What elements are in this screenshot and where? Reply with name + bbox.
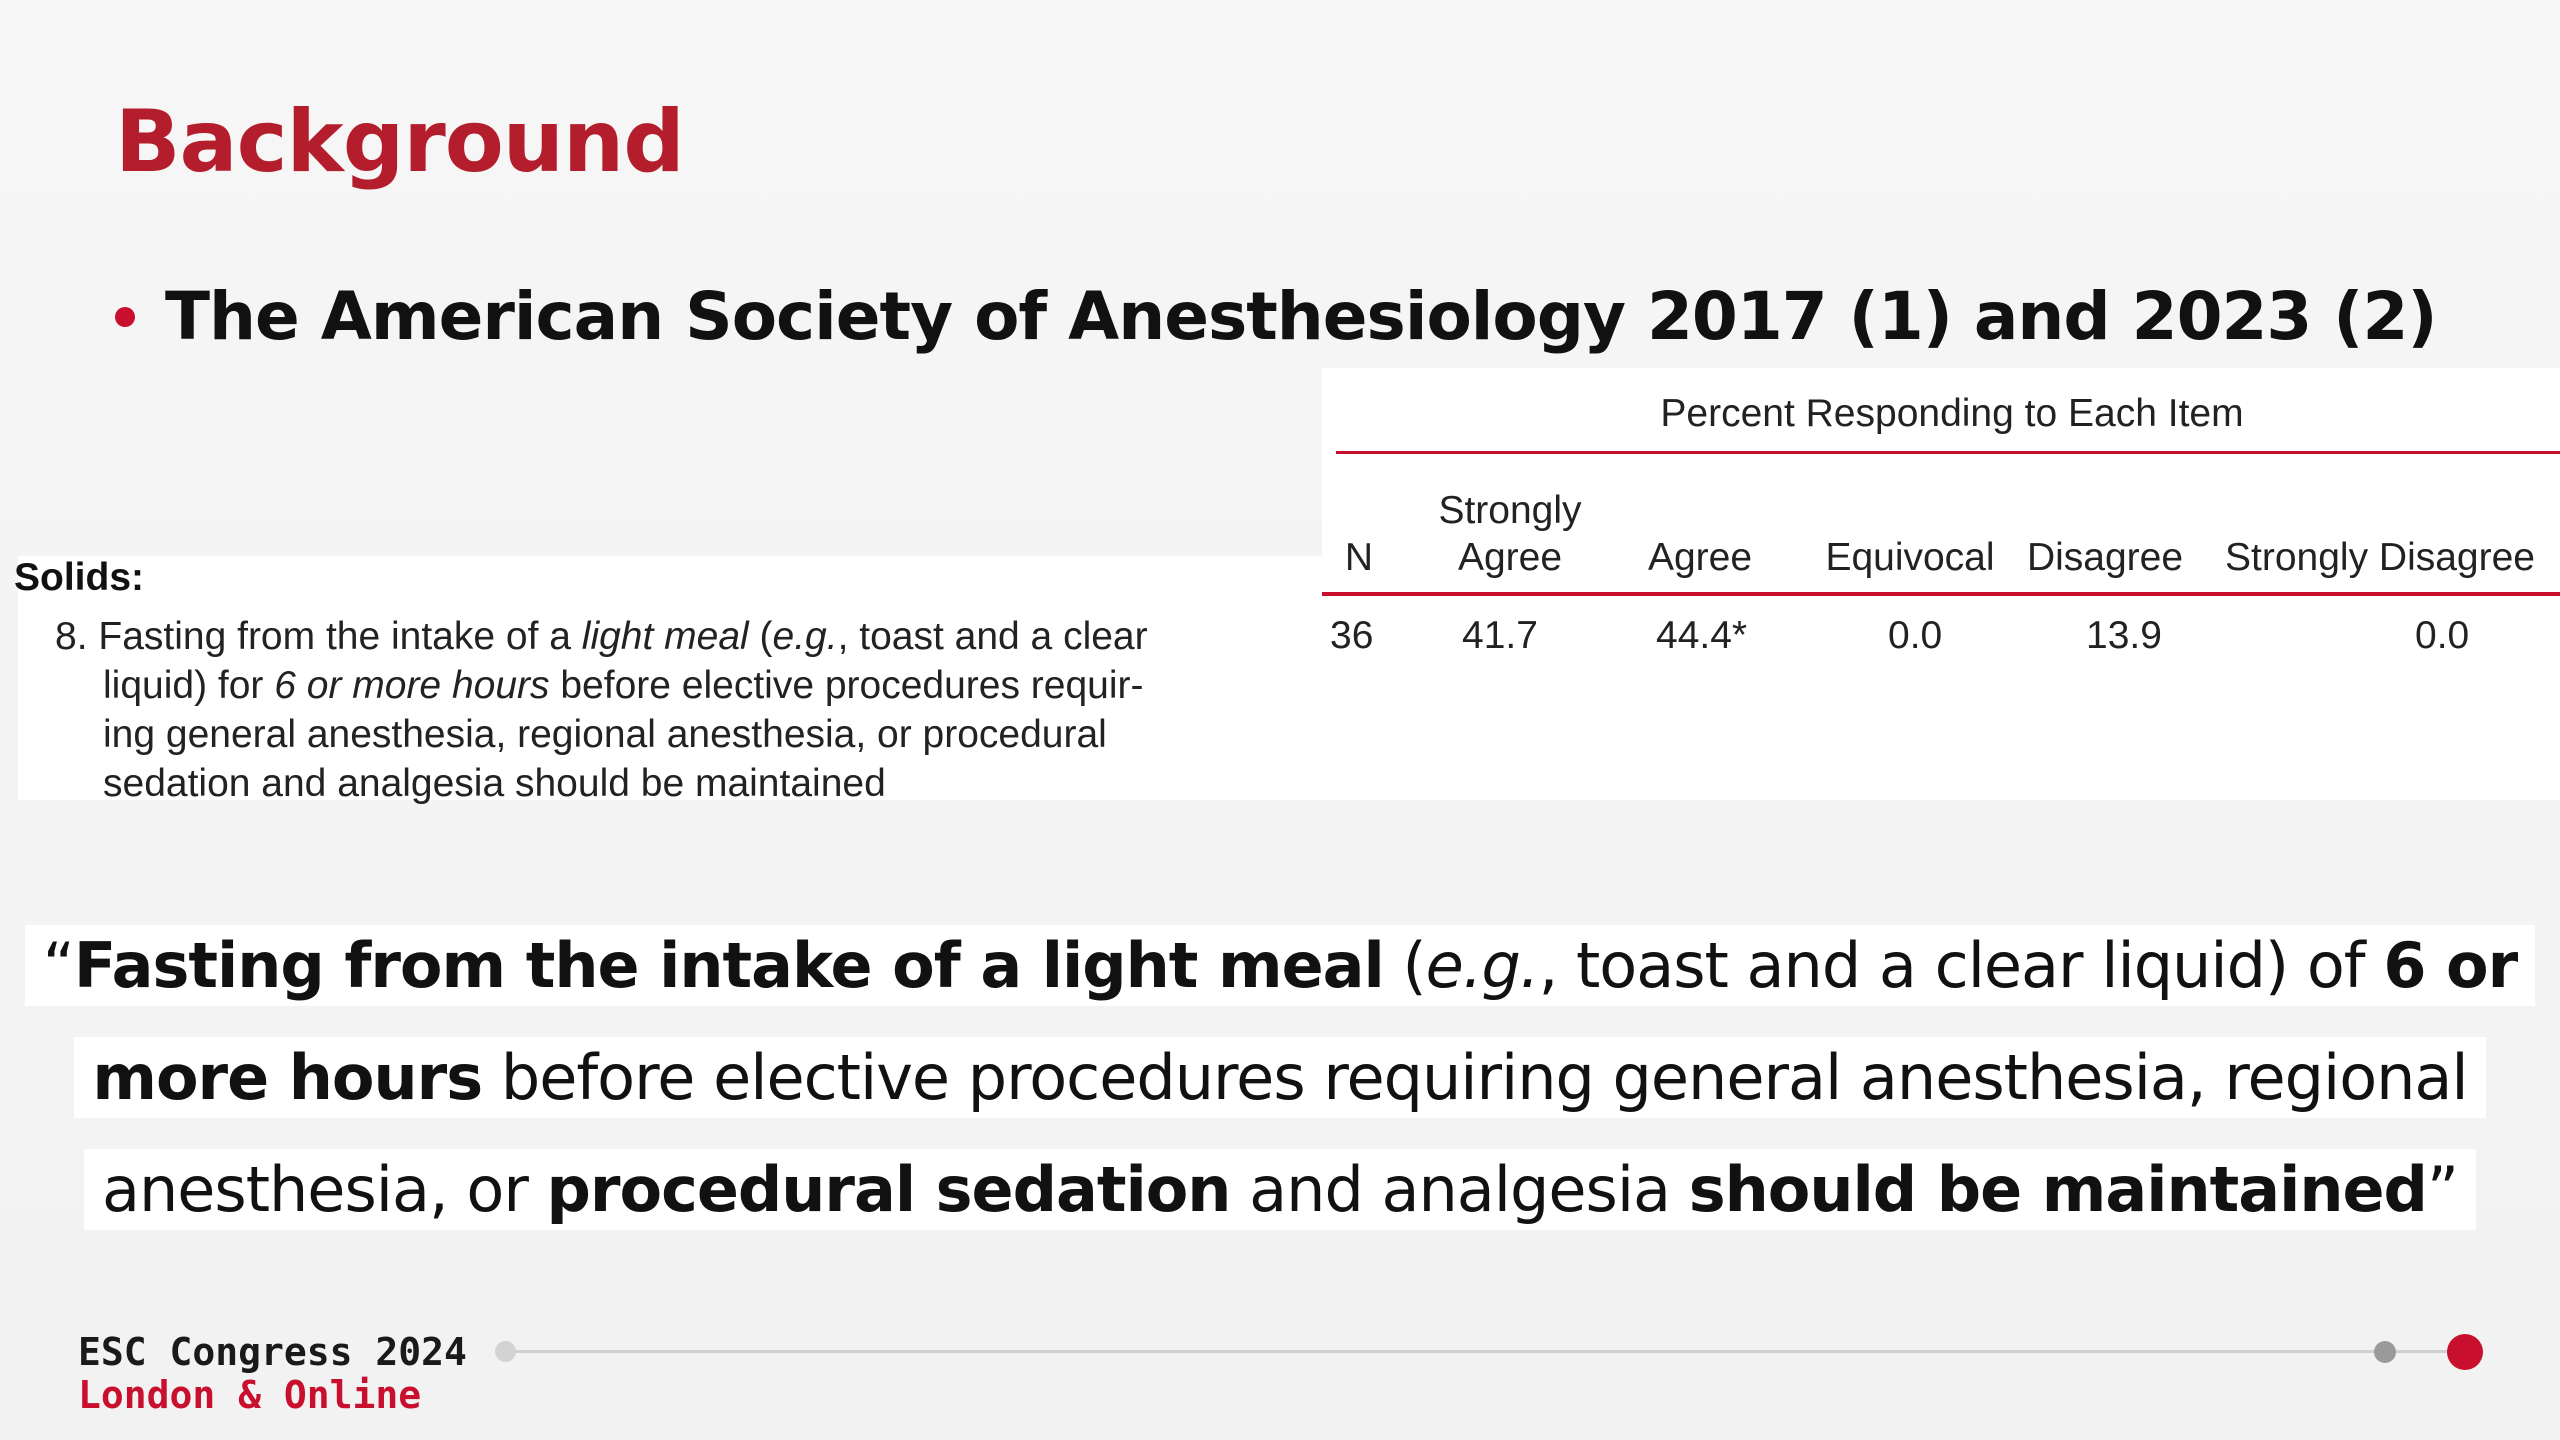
item-text-italic: e.g. xyxy=(772,615,838,658)
quote-bold: Fasting from the intake of a light meal xyxy=(73,929,1385,1002)
quote-text: ( xyxy=(1383,929,1426,1002)
col-header-agree: Agree xyxy=(1647,536,1753,579)
item-line-2: liquid) for 6 or more hours before elect… xyxy=(55,661,1295,710)
table-section-label: Solids: xyxy=(14,556,145,599)
item-line-4: sedation and analgesia should be maintai… xyxy=(103,762,886,805)
quote-text: and analgesia xyxy=(1230,1153,1689,1226)
progress-current-dot-icon xyxy=(2447,1334,2483,1370)
quote-block: “Fasting from the intake of a light meal… xyxy=(0,925,2560,1261)
footer-event-name: ESC Congress 2024 xyxy=(78,1330,467,1374)
bullet-item: The American Society of Anesthesiology 2… xyxy=(115,278,2438,355)
col-header-strongly-agree-line2: Agree xyxy=(1457,536,1563,579)
quote-bold: should be maintained xyxy=(1688,1153,2428,1226)
cell-n: 36 xyxy=(1330,614,1374,657)
quote-bold: more hours xyxy=(92,1041,483,1114)
col-header-strongly-agree-line1: Strongly xyxy=(1438,489,1582,532)
col-header-strongly-agree: Strongly Agree xyxy=(1420,487,1600,581)
cell-strongly-disagree: 0.0 xyxy=(2415,614,2470,657)
item-text-fragment: Fasting from the intake of a xyxy=(98,615,582,658)
table-group-header: Percent Responding to Each Item xyxy=(1660,392,2244,435)
item-number: 8. xyxy=(55,615,88,658)
quote-text: anesthesia, or xyxy=(101,1153,547,1226)
quote-text: , toast and a clear liquid) of xyxy=(1538,929,2384,1002)
table-rule-header xyxy=(1322,592,2560,596)
quote-italic: e.g. xyxy=(1425,929,1540,1002)
item-line-1: 8. Fasting from the intake of a light me… xyxy=(55,612,1295,661)
item-text-fragment: , toast and a clear xyxy=(837,615,1148,658)
quote-bold: procedural sedation xyxy=(546,1153,1232,1226)
cell-agree: 44.4* xyxy=(1656,614,1748,657)
item-text-italic: light meal xyxy=(581,615,749,658)
bullet-dot-icon xyxy=(115,306,135,327)
quote-text: before elective procedures requiring gen… xyxy=(482,1041,2469,1114)
quote-line-2: more hours before elective procedures re… xyxy=(74,1037,2486,1118)
col-header-strongly-disagree: Strongly Disagree xyxy=(2225,536,2535,579)
cell-equivocal: 0.0 xyxy=(1888,614,1943,657)
quote-line-3: anesthesia, or procedural sedation and a… xyxy=(83,1149,2477,1230)
item-text-fragment: ( xyxy=(748,615,773,658)
quote-line-1: “Fasting from the intake of a light meal… xyxy=(24,925,2536,1006)
item-text-fragment: before elective procedures requir- xyxy=(549,664,1144,707)
col-header-equivocal: Equivocal xyxy=(1825,536,1995,579)
table-item-text: 8. Fasting from the intake of a light me… xyxy=(55,612,1295,808)
quote-open-mark: “ xyxy=(42,929,75,1002)
item-line-3: ing general anesthesia, regional anesthe… xyxy=(103,713,1107,756)
progress-marker-dot-icon xyxy=(2374,1341,2396,1363)
col-header-disagree: Disagree xyxy=(2026,536,2184,579)
progress-start-dot-icon xyxy=(495,1341,516,1362)
slide-title: Background xyxy=(115,92,685,192)
cell-strongly-agree: 41.7 xyxy=(1462,614,1538,657)
table-panel-left xyxy=(18,556,1328,800)
footer-location: London & Online xyxy=(78,1373,422,1417)
table-rule-top xyxy=(1336,451,2560,454)
cell-disagree: 13.9 xyxy=(2086,614,2162,657)
slide-progress-track xyxy=(505,1350,2465,1353)
bullet-text: The American Society of Anesthesiology 2… xyxy=(165,278,2438,355)
quote-bold: 6 or xyxy=(2383,929,2518,1002)
col-header-n: N xyxy=(1344,536,1374,579)
table-panel-right xyxy=(1322,368,2560,800)
item-text-italic: 6 or more hours xyxy=(274,664,550,707)
quote-close-mark: ” xyxy=(2426,1153,2459,1226)
item-text-fragment: liquid) for xyxy=(103,664,275,707)
